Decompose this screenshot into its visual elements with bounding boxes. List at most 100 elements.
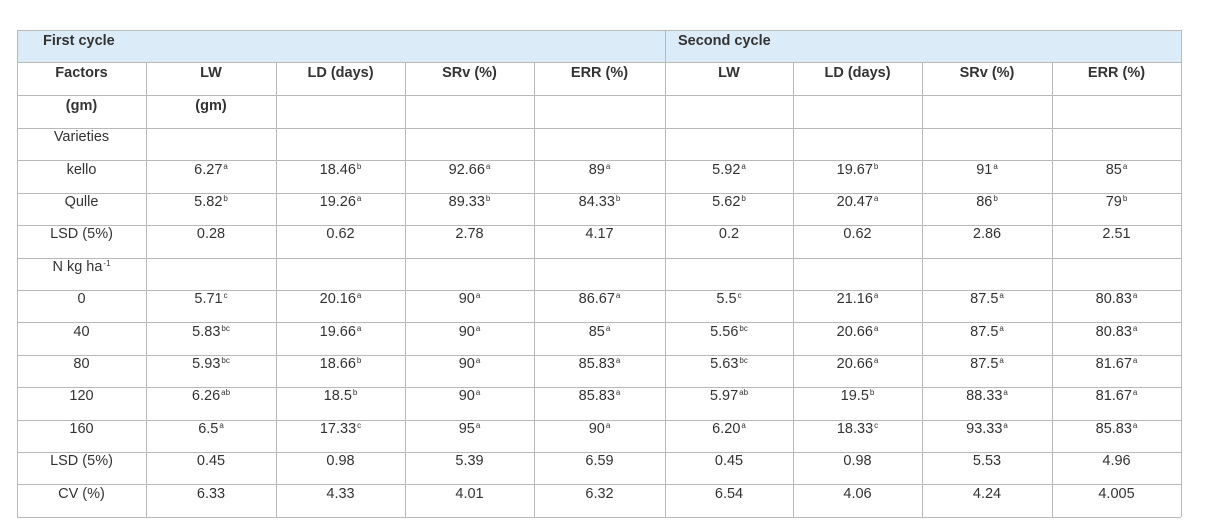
data-cell: 4.005 — [1098, 485, 1135, 502]
v-rule — [1181, 30, 1182, 517]
data-cell: 89.33b — [449, 194, 491, 210]
superscript: a — [993, 161, 998, 171]
cell-text: 18.66 — [319, 356, 356, 372]
superscript: b — [485, 194, 491, 203]
cell-text: 89.33 — [448, 194, 485, 210]
h-rule — [17, 160, 1181, 162]
data-cell: 90a — [459, 356, 481, 372]
row-label: 120 — [69, 388, 94, 405]
h-rule — [17, 257, 1181, 259]
superscript: a — [1003, 388, 1008, 398]
data-cell: 89a — [589, 162, 611, 178]
superscript: a — [223, 161, 228, 171]
data-cell: 2.78 — [455, 226, 484, 243]
superscript: a — [475, 420, 481, 430]
cell-text: 18.33 — [836, 420, 874, 437]
superscript: ab — [221, 388, 231, 398]
column-header: SRv (%) — [442, 65, 497, 81]
superscript: b — [356, 161, 362, 171]
superscript: a — [741, 161, 746, 171]
v-rule — [1052, 62, 1053, 517]
superscript: a — [1132, 388, 1138, 398]
data-cell: 0.62 — [843, 226, 872, 243]
data-cell: 0.98 — [843, 453, 872, 470]
row-label: CV (%) — [58, 485, 105, 502]
column-header: LD (days) — [824, 65, 891, 81]
cell-text: 20.47 — [836, 194, 873, 210]
data-cell: 6.59 — [585, 453, 614, 470]
data-cell: 81.67a — [1096, 356, 1138, 372]
data-cell: 6.5a — [198, 421, 224, 437]
data-cell: 0.62 — [326, 226, 355, 243]
superscript: b — [993, 194, 998, 203]
superscript: a — [615, 388, 621, 398]
data-cell: 5.92a — [712, 162, 746, 178]
cell-text: 18.46 — [319, 161, 356, 178]
data-cell: 80.83a — [1096, 324, 1138, 340]
data-cell: 6.20a — [712, 421, 746, 437]
superscript: b — [615, 194, 621, 203]
data-cell: 91a — [976, 162, 998, 178]
superscript: b — [352, 388, 358, 398]
data-cell: 6.26ab — [192, 388, 230, 404]
superscript: c — [223, 291, 228, 301]
cell-text: 5.93 — [192, 356, 221, 372]
superscript: a — [475, 323, 481, 333]
cell-text: 87.5 — [970, 356, 999, 372]
h-rule — [17, 290, 1181, 291]
data-cell: 4.96 — [1102, 453, 1131, 470]
data-cell: 21.16a — [837, 291, 879, 307]
superscript: c — [737, 291, 742, 301]
cell-text: 20.16 — [319, 291, 356, 308]
cell-text: 90 — [458, 291, 475, 308]
data-cell: 87.5a — [970, 291, 1004, 307]
superscript: bc — [739, 323, 748, 333]
column-header: ERR (%) — [1087, 65, 1146, 81]
superscript: b — [873, 161, 879, 171]
superscript: a — [475, 291, 481, 301]
data-cell: 17.33c — [320, 421, 361, 437]
data-cell: 4.01 — [455, 485, 484, 502]
superscript: a — [219, 420, 224, 430]
data-cell: 5.93bc — [192, 356, 230, 372]
h-rule — [17, 452, 1181, 453]
data-cell: 5.39 — [455, 453, 484, 470]
superscript: c — [357, 420, 362, 430]
superscript: a — [1132, 356, 1138, 365]
superscript: ab — [739, 388, 749, 398]
column-header: LW — [200, 65, 222, 81]
cell-text: 90 — [588, 420, 605, 437]
data-cell: 5.97ab — [710, 388, 748, 404]
data-cell: 93.33a — [966, 421, 1008, 437]
cell-text: 84.33 — [578, 194, 615, 210]
cell-text: 93.33 — [966, 420, 1003, 437]
cell-text: 5.97 — [709, 388, 739, 405]
superscript: a — [873, 194, 879, 203]
data-cell: 0.2 — [718, 226, 740, 243]
h-rule — [17, 419, 1181, 421]
superscript: a — [1003, 420, 1008, 430]
h-rule — [17, 354, 1181, 356]
superscript: a — [605, 161, 611, 171]
superscript: a — [485, 161, 491, 171]
cell-text: 85 — [588, 323, 605, 340]
superscript: bc — [739, 356, 748, 365]
data-cell: 86b — [976, 194, 998, 210]
data-cell: 18.66b — [320, 356, 362, 372]
cell-text: 5.92 — [712, 161, 741, 178]
cell-text: N kg ha — [52, 258, 103, 275]
cell-text: 5.5 — [716, 291, 737, 308]
data-cell: 85.83a — [579, 388, 621, 404]
data-cell: 6.32 — [585, 485, 614, 502]
cell-text: 85 — [1105, 161, 1122, 178]
h-rule — [17, 387, 1181, 389]
data-cell: 90a — [459, 291, 481, 307]
data-cell: 20.47a — [837, 194, 879, 210]
cell-text: 19.26 — [319, 194, 356, 210]
superscript: a — [475, 356, 481, 365]
h-rule — [17, 30, 1181, 31]
data-cell: 4.06 — [843, 485, 872, 502]
data-cell: 4.17 — [585, 226, 614, 243]
h-rule — [17, 516, 1181, 518]
